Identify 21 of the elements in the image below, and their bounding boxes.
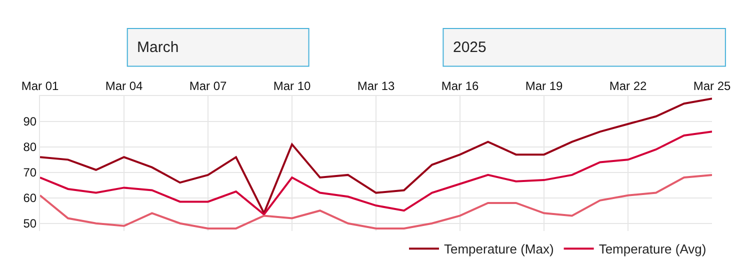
x-tick-label: Mar 19 — [525, 79, 563, 94]
x-tick-label: Mar 13 — [357, 79, 395, 94]
x-tick-label: Mar 25 — [693, 79, 731, 94]
y-tick-label: 60 — [23, 191, 37, 206]
x-tick-label: Mar 04 — [105, 79, 143, 94]
text: 2025 — [453, 39, 486, 56]
x-tick-label: Mar 16 — [441, 79, 479, 94]
y-tick-label: 90 — [23, 114, 37, 129]
line-series — [40, 130, 712, 216]
y-tick-label: 50 — [23, 216, 37, 231]
text: March — [137, 39, 179, 56]
legend-label: Temperature (Max) — [444, 242, 554, 257]
y-tick-label: 80 — [23, 140, 37, 154]
x-tick-label: Mar 07 — [189, 79, 227, 94]
line-series — [40, 98, 712, 214]
line-series — [40, 174, 712, 230]
legend-label: Temperature (Avg) — [598, 242, 706, 257]
y-tick-label: 70 — [23, 166, 37, 180]
x-tick-label: Mar 10 — [273, 79, 311, 94]
x-tick-label: Mar 22 — [609, 79, 647, 94]
x-tick-label: Mar 01 — [21, 79, 59, 94]
